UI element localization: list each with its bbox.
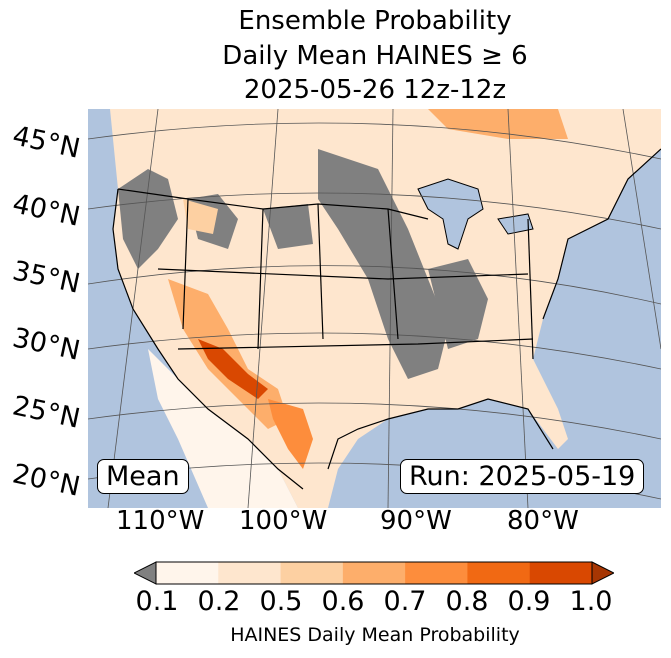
low-prob-west [118, 169, 178, 269]
colorbar-bin [405, 562, 468, 584]
colorbar-bin [467, 562, 531, 584]
title-line-2: Daily Mean HAINES ≥ 6 [222, 41, 528, 71]
colorbar-tick: 0.9 [507, 586, 551, 617]
lat-label-45: 45°N [9, 120, 83, 165]
probability-map [88, 109, 661, 508]
colorbar-over-arrow [591, 561, 614, 585]
state-borders [117, 188, 534, 360]
low-prob-central [263, 204, 313, 249]
colorbar-label: HAINES Daily Mean Probability [230, 624, 520, 646]
colorbar-bin [342, 562, 406, 584]
mexico-area [148, 349, 298, 508]
lat-label-40: 40°N [9, 188, 83, 233]
colorbar-tick: 0.1 [135, 586, 179, 617]
great-lakes [417, 178, 534, 250]
title-line-1: Ensemble Probability [238, 6, 512, 36]
colorbar-bin [280, 562, 344, 584]
lon-label-80: 80°W [507, 506, 579, 536]
title-line-3: 2025-05-26 12z-12z [243, 75, 507, 105]
coastline [112, 148, 661, 490]
colorbar-tick: 0.7 [383, 586, 427, 617]
lat-label-25: 25°N [9, 390, 83, 435]
lat-label-20: 20°N [9, 458, 83, 503]
lon-label-100: 100°W [239, 506, 328, 536]
lat-label-35: 35°N [9, 255, 83, 300]
lon-label-110: 110°W [116, 506, 205, 536]
colorbar-tick: 1.0 [569, 586, 613, 617]
med-prob-idaho [183, 199, 218, 234]
colorbar-frame [155, 561, 593, 585]
colorbar-bin [529, 562, 593, 584]
highest-prob-arizona [198, 339, 268, 399]
lat-label-30: 30°N [9, 322, 83, 367]
colorbar-tick: 0.6 [321, 586, 365, 617]
colorbar-tick: 0.2 [197, 586, 241, 617]
colorbar-under-arrow [134, 561, 157, 585]
colorbar-tick: 0.8 [445, 586, 489, 617]
colorbar-bin [156, 562, 219, 584]
low-prob-mississippi [428, 259, 488, 349]
high-prob-canada [428, 109, 568, 139]
statistic-label: Mean [97, 459, 189, 494]
colorbar [134, 561, 614, 585]
colorbar-bin [218, 562, 282, 584]
colorbar-tick: 0.5 [259, 586, 303, 617]
colorbar-bins [156, 562, 593, 584]
lon-label-90: 90°W [380, 506, 452, 536]
high-prob-texas [268, 399, 313, 469]
run-date-label: Run: 2025-05-19 [400, 459, 645, 494]
